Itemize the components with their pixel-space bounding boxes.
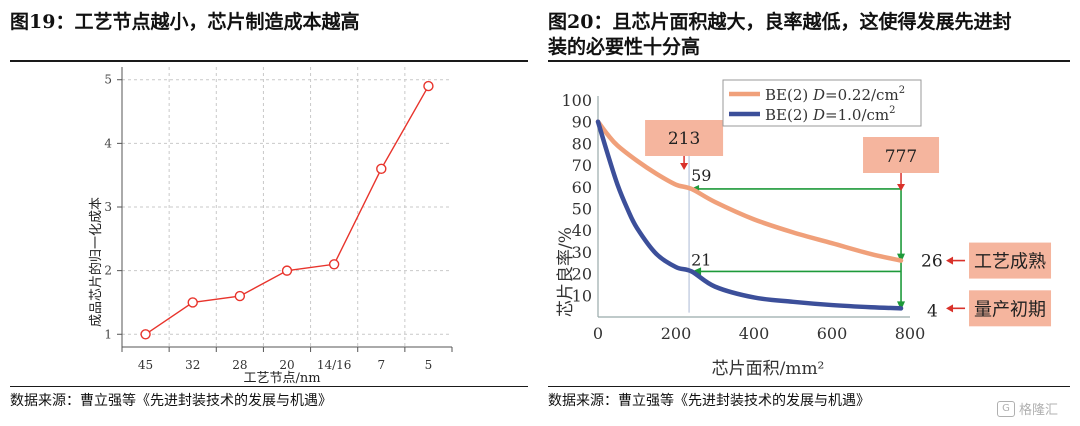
watermark-text: 格隆汇 xyxy=(1018,403,1058,418)
right-ytick-label: 70 xyxy=(572,156,592,175)
left-chart-xlabel: 工艺节点/nm xyxy=(243,371,320,384)
right-xtick-label: 200 xyxy=(661,324,692,343)
right-series-line-1 xyxy=(595,119,904,263)
right-series-line-2 xyxy=(595,119,904,311)
right-legend-label: BE(2) D=1.0/cm2 xyxy=(765,105,896,124)
right-ytick-label: 30 xyxy=(572,243,592,262)
left-data-point xyxy=(140,329,151,340)
left-ytick-label: 1 xyxy=(104,327,112,341)
right-ytick-label: 10 xyxy=(572,286,592,305)
right-chart-ylabel: 芯片良率/% xyxy=(556,227,576,317)
left-series-line xyxy=(145,85,430,335)
right-label-21: 21 xyxy=(691,250,711,269)
right-chart-title-line2: 装的必要性十分高 xyxy=(548,36,701,58)
left-ytick-label: 4 xyxy=(104,136,112,150)
right-label-text-mature: 工艺成熟 xyxy=(974,252,1046,273)
right-chart-series xyxy=(595,119,904,311)
right-label-box-mature xyxy=(969,242,1052,279)
left-source-rule xyxy=(10,386,528,387)
left-chart-grid xyxy=(122,67,452,347)
right-xtick-label: 800 xyxy=(895,324,926,343)
right-label-text-early: 量产初期 xyxy=(974,299,1046,320)
right-annot-text-777: 777 xyxy=(885,147,917,167)
right-legend-box xyxy=(722,79,922,127)
right-chart-ticks: 10 20 30 40 50 60 70 80 90 100 0 200 400 600 800 xyxy=(561,91,925,343)
left-data-point xyxy=(234,290,246,302)
right-red-arrow-mature xyxy=(946,256,954,265)
right-ytick-label: 20 xyxy=(572,265,592,284)
left-chart-ylabel: 成品芯片的归一化成本 xyxy=(88,197,104,327)
right-ytick-label: 40 xyxy=(572,221,592,240)
watermark: G 格隆汇 xyxy=(996,399,1058,418)
right-line-chart: 10 20 30 40 50 60 70 80 90 100 0 200 400 600 800 213 77… xyxy=(556,79,1052,379)
left-chart-title: 图19：工艺节点越小，芯片制造成本越高 xyxy=(10,11,360,33)
right-xtick-label: 0 xyxy=(593,324,603,343)
right-green-arrow xyxy=(897,253,906,263)
right-green-arrow xyxy=(897,301,906,311)
right-chart-title-line1: 图20：且芯片面积越大，良率越低，这使得发展先进封 xyxy=(548,11,1012,33)
left-data-point xyxy=(187,297,198,308)
right-ytick-label: 80 xyxy=(572,134,592,153)
left-xtick-label: 5 xyxy=(425,358,433,372)
left-xtick-label: 14/16 xyxy=(317,358,352,372)
left-data-point xyxy=(376,163,387,175)
right-chart-xlabel: 芯片面积/mm² xyxy=(712,359,825,379)
right-source-rule xyxy=(548,386,1070,387)
left-chart-series xyxy=(140,80,434,340)
watermark-logo-icon: G xyxy=(996,400,1015,417)
right-ytick-label: 100 xyxy=(561,91,592,110)
right-red-arrow-777 xyxy=(897,184,906,191)
right-green-arrow xyxy=(692,267,702,276)
left-ytick-label: 3 xyxy=(104,200,112,214)
right-red-arrow-early xyxy=(946,304,954,313)
right-ytick-label: 90 xyxy=(572,113,592,132)
right-label-26: 26 xyxy=(921,252,943,272)
left-xtick-label: 28 xyxy=(232,358,247,372)
left-source: 数据来源：曹立强等《先进封装技术的发展与机遇》 xyxy=(10,393,332,409)
left-ytick-label: 5 xyxy=(104,73,112,87)
right-title-rule xyxy=(548,60,1070,62)
left-data-point xyxy=(328,259,340,270)
left-title-rule xyxy=(10,60,528,62)
left-ytick-label: 2 xyxy=(104,264,112,278)
right-legend-label: BE(2) D=0.22/cm2 xyxy=(765,85,905,104)
left-data-point xyxy=(423,80,434,92)
right-label-59: 59 xyxy=(691,166,711,185)
right-source: 数据来源：曹立强等《先进封装技术的发展与机遇》 xyxy=(548,393,870,409)
left-data-point xyxy=(281,265,293,276)
right-annot-box-777 xyxy=(863,137,940,173)
right-xtick-label: 400 xyxy=(739,324,770,343)
right-label-4: 4 xyxy=(927,301,938,321)
right-ytick-label: 60 xyxy=(572,178,592,197)
right-xtick-label: 600 xyxy=(817,324,848,343)
left-xtick-label: 20 xyxy=(279,358,294,372)
right-annot-box-213 xyxy=(645,120,724,156)
right-ytick-label: 50 xyxy=(572,200,592,219)
left-xtick-label: 32 xyxy=(185,358,200,372)
left-xtick-label: 7 xyxy=(377,358,385,372)
right-annot-text-213: 213 xyxy=(668,129,700,149)
left-xtick-label: 45 xyxy=(138,358,153,372)
right-red-arrow-213 xyxy=(680,163,689,170)
right-label-box-early xyxy=(969,290,1052,327)
right-chart-reference-lines xyxy=(688,149,906,313)
right-chart-axes xyxy=(597,96,910,318)
